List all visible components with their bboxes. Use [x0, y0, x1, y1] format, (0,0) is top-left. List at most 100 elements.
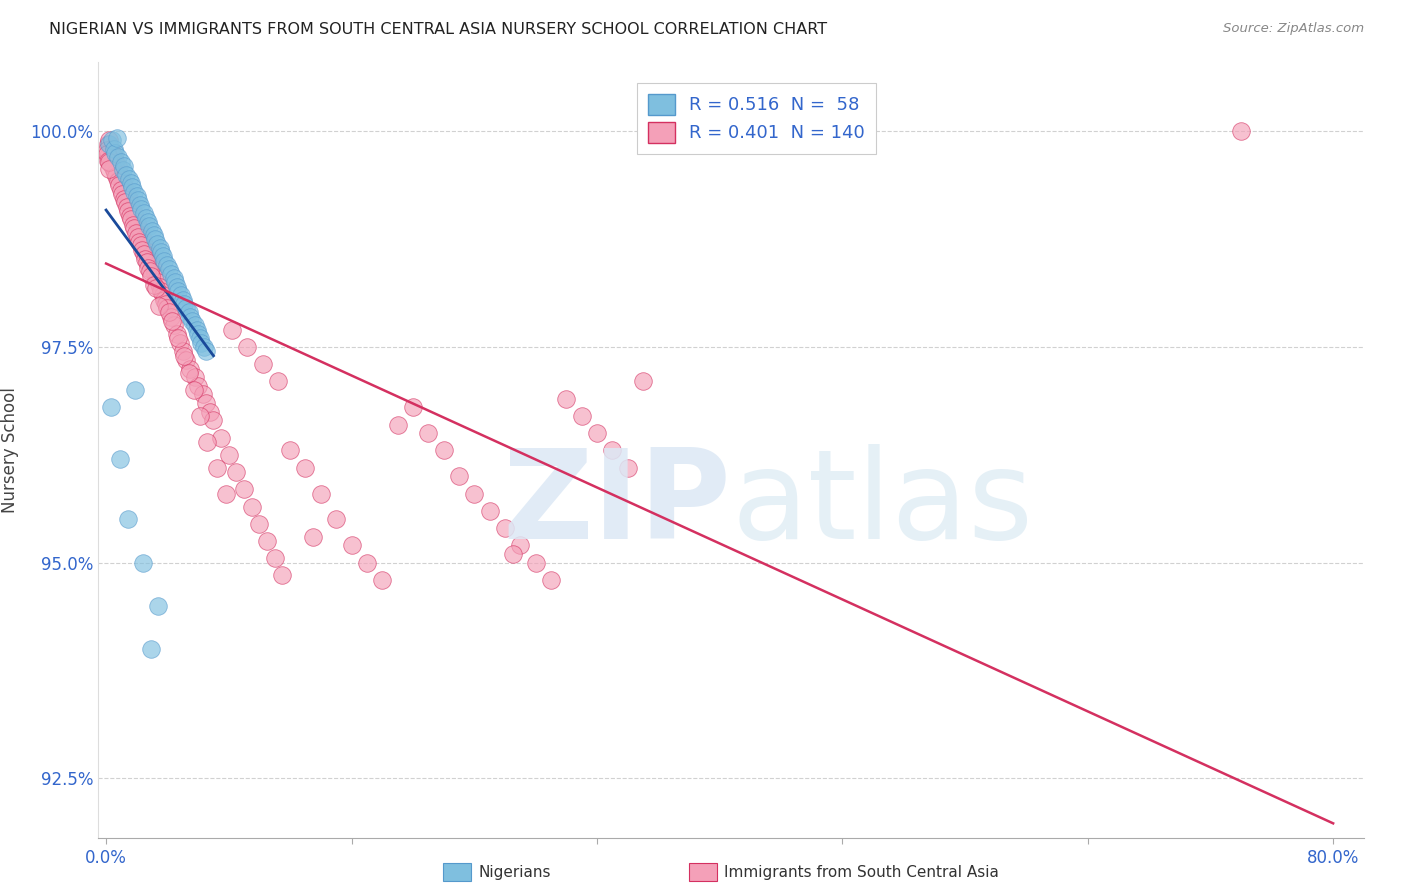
Point	[209, 430, 232, 444]
Point	[98, 152, 121, 166]
Point	[107, 174, 129, 188]
Point	[114, 180, 136, 194]
Point	[132, 247, 155, 261]
Point	[110, 172, 132, 186]
Point	[169, 335, 191, 350]
Point	[120, 176, 142, 190]
Point	[263, 551, 285, 566]
Point	[118, 209, 141, 223]
Point	[188, 331, 211, 345]
Point	[294, 460, 316, 475]
Point	[402, 401, 425, 415]
Point	[555, 392, 578, 406]
Point	[179, 361, 201, 376]
Point	[155, 297, 177, 311]
Point	[101, 146, 124, 161]
Point	[509, 538, 531, 552]
Point	[143, 232, 166, 246]
Point	[149, 279, 172, 293]
Point	[100, 142, 122, 156]
Point	[524, 556, 547, 570]
Point	[96, 146, 118, 161]
Point	[172, 293, 194, 307]
Point	[103, 166, 125, 180]
Point	[98, 162, 121, 177]
Point	[108, 452, 131, 467]
Point	[111, 176, 134, 190]
Point	[104, 146, 127, 161]
Point	[105, 163, 128, 178]
Point	[159, 267, 181, 281]
Point	[165, 276, 187, 290]
Point	[139, 264, 162, 278]
Point	[194, 396, 217, 410]
Point	[173, 349, 195, 363]
Point	[186, 323, 208, 337]
Point	[157, 305, 180, 319]
Point	[101, 133, 124, 147]
Point	[152, 288, 174, 302]
Point	[117, 203, 139, 218]
Point	[125, 189, 148, 203]
Point	[166, 326, 188, 341]
Point	[156, 258, 179, 272]
Point	[157, 262, 180, 277]
Point	[135, 241, 157, 255]
Point	[145, 236, 167, 251]
Point	[141, 269, 163, 284]
Point	[586, 426, 609, 441]
Point	[191, 387, 214, 401]
Point	[418, 426, 440, 441]
Point	[447, 469, 470, 483]
Point	[233, 482, 256, 496]
Point	[170, 288, 193, 302]
Text: NIGERIAN VS IMMIGRANTS FROM SOUTH CENTRAL ASIA NURSERY SCHOOL CORRELATION CHART: NIGERIAN VS IMMIGRANTS FROM SOUTH CENTRA…	[49, 22, 827, 37]
Point	[136, 245, 159, 260]
Point	[111, 186, 134, 201]
Point	[195, 434, 218, 449]
Point	[188, 409, 211, 423]
Text: Immigrants from South Central Asia: Immigrants from South Central Asia	[724, 865, 1000, 880]
Point	[174, 352, 197, 367]
Point	[115, 200, 138, 214]
Point	[108, 178, 131, 192]
Point	[110, 154, 132, 169]
Point	[183, 383, 205, 397]
Point	[540, 573, 562, 587]
Point	[122, 185, 145, 199]
Point	[302, 530, 325, 544]
Point	[120, 197, 142, 211]
Point	[1230, 124, 1253, 138]
Point	[112, 192, 135, 206]
Point	[371, 573, 394, 587]
Point	[502, 547, 524, 561]
Point	[103, 142, 125, 156]
Point	[153, 253, 176, 268]
Point	[167, 284, 190, 298]
Point	[110, 183, 132, 197]
Point	[160, 314, 183, 328]
Point	[252, 357, 274, 371]
Point	[205, 460, 228, 475]
Point	[478, 504, 501, 518]
Point	[152, 249, 174, 263]
Point	[98, 133, 121, 147]
Text: atlas: atlas	[731, 444, 1033, 566]
Point	[463, 486, 485, 500]
Point	[162, 271, 184, 285]
Text: Source: ZipAtlas.com: Source: ZipAtlas.com	[1223, 22, 1364, 36]
Point	[340, 538, 363, 552]
Text: Nigerians: Nigerians	[478, 865, 551, 880]
Point	[218, 448, 240, 462]
Point	[225, 465, 247, 479]
Point	[173, 297, 195, 311]
Point	[131, 202, 153, 216]
Point	[120, 212, 142, 227]
Point	[141, 258, 163, 272]
Point	[107, 159, 129, 173]
Point	[156, 301, 179, 316]
Point	[149, 241, 172, 255]
Point	[111, 163, 134, 178]
Point	[127, 194, 149, 208]
Text: ZIP: ZIP	[502, 444, 731, 566]
